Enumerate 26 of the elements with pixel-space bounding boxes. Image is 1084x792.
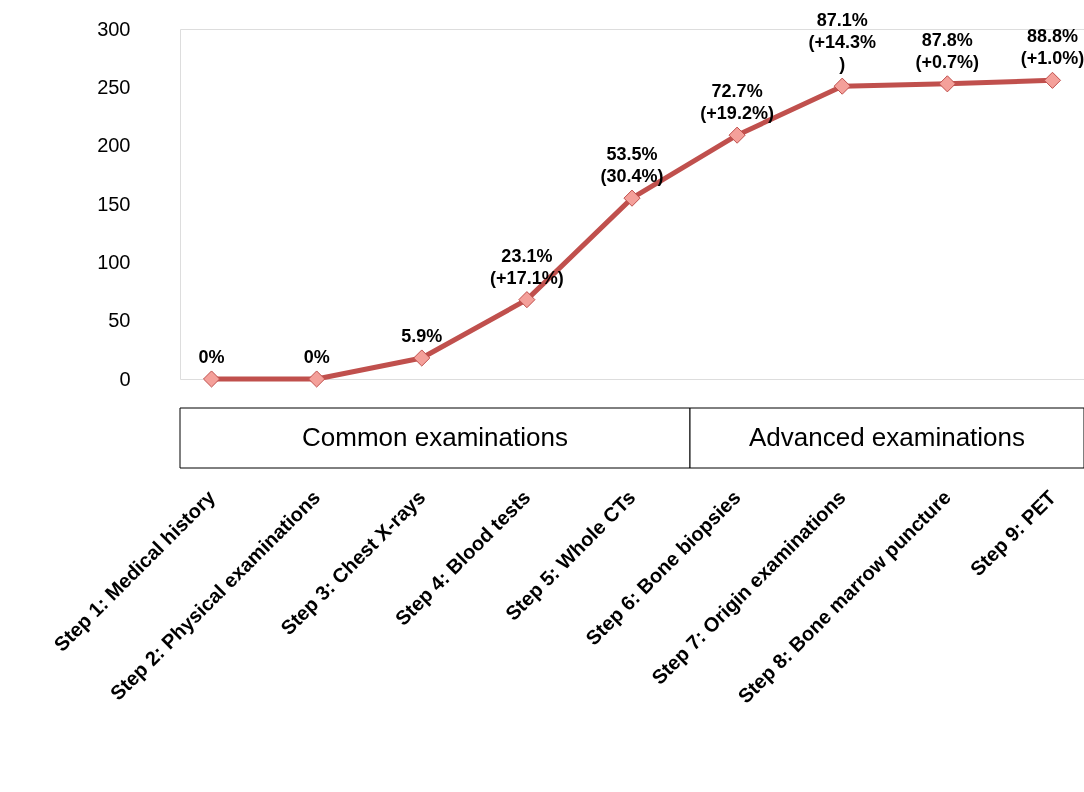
y-tick-label: 250: [97, 75, 131, 98]
annotation: 87.8% (+0.7%): [915, 29, 980, 72]
point: [413, 349, 431, 367]
point: [308, 370, 326, 388]
point: [728, 126, 746, 144]
y-tick-label: 300: [97, 17, 131, 40]
annotation: 53.5% (30.4%): [600, 144, 664, 187]
point: [518, 291, 536, 309]
y-tick-label: 0: [119, 367, 131, 390]
point: [202, 370, 221, 388]
y-tick-label: 50: [108, 309, 131, 332]
annotation: 72.7% (+19.2%): [700, 81, 774, 124]
point: [1043, 71, 1062, 89]
y-tick-label: 100: [97, 250, 131, 273]
annotation: 88.8% (+1.0%): [1020, 26, 1084, 69]
y-tick-label: 200: [97, 134, 131, 157]
annotation: 0%: [198, 347, 225, 367]
point: [833, 77, 851, 95]
annotation: 87.1% (+14.3% ): [808, 10, 877, 75]
text: Common examinations: [302, 422, 568, 452]
y-tick-label: 150: [97, 192, 131, 215]
text: Advanced examinations: [748, 422, 1026, 452]
annotation: 5.9%: [401, 326, 443, 346]
point: [623, 189, 641, 207]
annotation: 0%: [303, 347, 330, 367]
point: [938, 75, 956, 93]
